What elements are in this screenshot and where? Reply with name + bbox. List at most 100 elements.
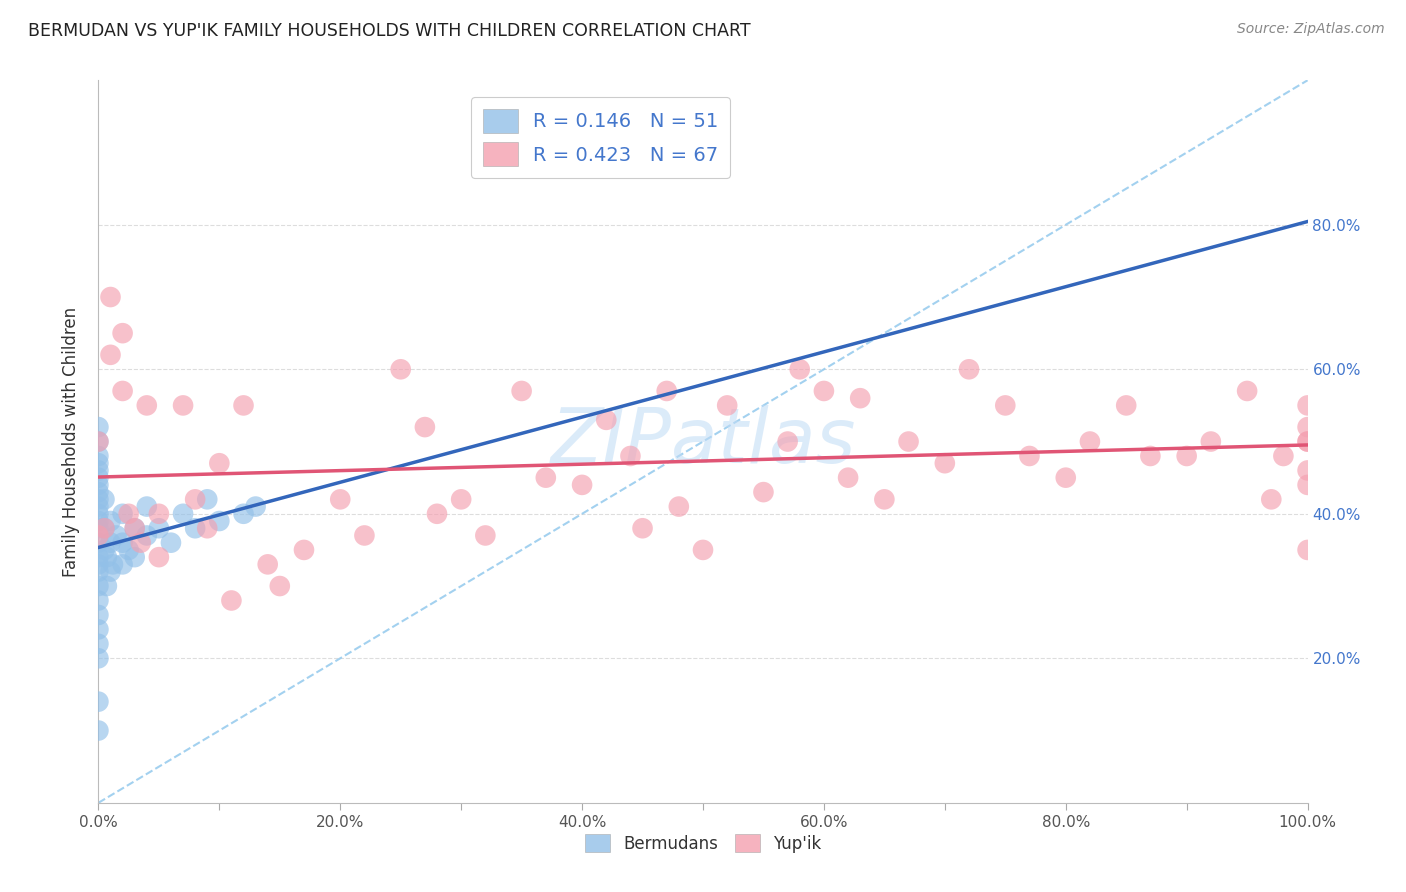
Point bbox=[135, 398, 157, 412]
Point bbox=[87, 463, 110, 477]
Point bbox=[87, 456, 110, 470]
Point bbox=[87, 449, 110, 463]
Point bbox=[957, 362, 980, 376]
Point bbox=[87, 434, 110, 449]
Point bbox=[256, 558, 278, 572]
Point bbox=[510, 384, 533, 398]
Point bbox=[87, 500, 110, 514]
Point bbox=[111, 507, 134, 521]
Point bbox=[111, 384, 134, 398]
Point bbox=[93, 542, 115, 557]
Point bbox=[837, 470, 859, 484]
Point bbox=[195, 492, 218, 507]
Point bbox=[1296, 542, 1319, 557]
Point bbox=[100, 290, 122, 304]
Point bbox=[413, 420, 436, 434]
Point bbox=[148, 507, 170, 521]
Point bbox=[101, 558, 124, 572]
Point bbox=[129, 535, 152, 549]
Text: ZIPatlas: ZIPatlas bbox=[550, 405, 856, 478]
Point bbox=[897, 434, 920, 449]
Point bbox=[789, 362, 811, 376]
Point bbox=[292, 542, 315, 557]
Point bbox=[93, 521, 115, 535]
Point bbox=[100, 535, 122, 549]
Point bbox=[87, 514, 110, 528]
Point bbox=[1115, 398, 1137, 412]
Point bbox=[184, 521, 207, 535]
Point bbox=[124, 550, 146, 565]
Point bbox=[269, 579, 291, 593]
Point bbox=[1236, 384, 1258, 398]
Point bbox=[87, 507, 110, 521]
Point bbox=[195, 521, 218, 535]
Point bbox=[111, 535, 134, 549]
Point bbox=[118, 542, 141, 557]
Point bbox=[221, 593, 243, 607]
Point bbox=[87, 550, 110, 565]
Point bbox=[172, 398, 194, 412]
Point bbox=[450, 492, 472, 507]
Point bbox=[184, 492, 207, 507]
Point bbox=[849, 391, 872, 405]
Point bbox=[776, 434, 799, 449]
Point bbox=[245, 500, 267, 514]
Point bbox=[716, 398, 738, 412]
Point bbox=[655, 384, 678, 398]
Point bbox=[87, 565, 110, 579]
Point bbox=[353, 528, 375, 542]
Point bbox=[1272, 449, 1295, 463]
Point bbox=[87, 478, 110, 492]
Point bbox=[172, 507, 194, 521]
Point bbox=[87, 558, 110, 572]
Point bbox=[232, 507, 254, 521]
Point bbox=[1018, 449, 1040, 463]
Point bbox=[1199, 434, 1222, 449]
Point bbox=[93, 521, 115, 535]
Point bbox=[619, 449, 641, 463]
Point bbox=[148, 521, 170, 535]
Point bbox=[100, 348, 122, 362]
Point bbox=[96, 550, 118, 565]
Point bbox=[1296, 434, 1319, 449]
Point bbox=[118, 507, 141, 521]
Point bbox=[87, 420, 110, 434]
Point bbox=[87, 607, 110, 622]
Point bbox=[1296, 478, 1319, 492]
Point bbox=[135, 500, 157, 514]
Point bbox=[668, 500, 690, 514]
Text: BERMUDAN VS YUP'IK FAMILY HOUSEHOLDS WITH CHILDREN CORRELATION CHART: BERMUDAN VS YUP'IK FAMILY HOUSEHOLDS WIT… bbox=[28, 22, 751, 40]
Point bbox=[1296, 398, 1319, 412]
Point bbox=[87, 637, 110, 651]
Point bbox=[160, 535, 183, 549]
Point bbox=[96, 579, 118, 593]
Point bbox=[571, 478, 593, 492]
Point bbox=[474, 528, 496, 542]
Point bbox=[1139, 449, 1161, 463]
Y-axis label: Family Households with Children: Family Households with Children bbox=[62, 307, 80, 576]
Point bbox=[1175, 449, 1198, 463]
Point bbox=[87, 521, 110, 535]
Point bbox=[934, 456, 956, 470]
Point bbox=[87, 623, 110, 637]
Point bbox=[87, 492, 110, 507]
Point bbox=[100, 514, 122, 528]
Point bbox=[692, 542, 714, 557]
Point bbox=[1054, 470, 1077, 484]
Point bbox=[595, 413, 617, 427]
Point bbox=[873, 492, 896, 507]
Point bbox=[148, 550, 170, 565]
Point bbox=[111, 558, 134, 572]
Point bbox=[87, 593, 110, 607]
Point bbox=[87, 651, 110, 665]
Point bbox=[87, 470, 110, 484]
Point bbox=[813, 384, 835, 398]
Point bbox=[426, 507, 449, 521]
Point bbox=[105, 528, 128, 542]
Point bbox=[389, 362, 412, 376]
Point bbox=[994, 398, 1017, 412]
Point bbox=[232, 398, 254, 412]
Point bbox=[87, 579, 110, 593]
Point bbox=[87, 535, 110, 549]
Point bbox=[124, 521, 146, 535]
